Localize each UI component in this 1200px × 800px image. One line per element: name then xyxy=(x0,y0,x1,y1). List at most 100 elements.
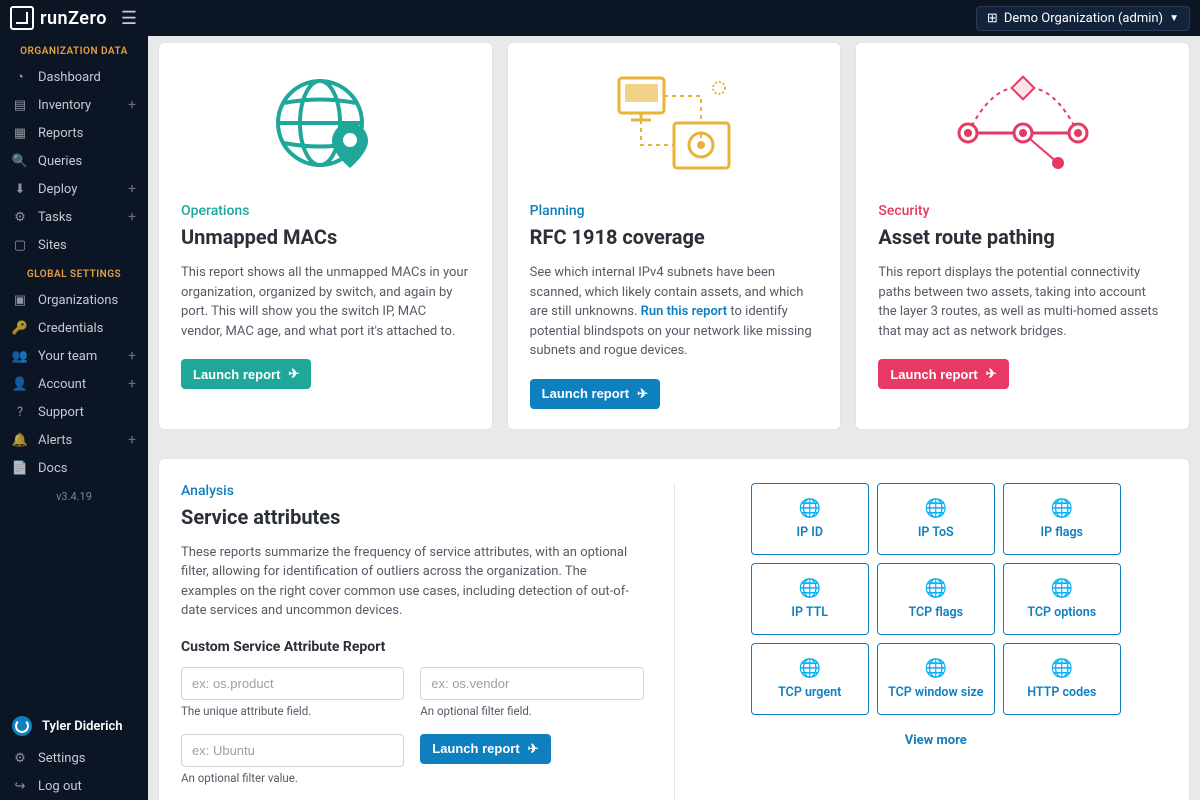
attribute-tile-ip-flags[interactable]: 🌐IP flags xyxy=(1003,483,1121,555)
input-helper: An optional filter value. xyxy=(181,771,404,785)
plus-icon[interactable]: + xyxy=(128,432,136,448)
sidebar-item-settings[interactable]: ⚙ Settings xyxy=(0,744,148,772)
attribute-tile-tcp-window-size[interactable]: 🌐 TCP window size xyxy=(877,643,995,715)
launch-report-button[interactable]: Launch report ✈ xyxy=(420,734,550,764)
sidebar-item-reports[interactable]: ▦ Reports xyxy=(0,119,148,147)
card-title: RFC 1918 coverage xyxy=(530,225,819,249)
sidebar-item-your-team[interactable]: 👥Your team+ xyxy=(0,342,148,370)
globe-icon: 🌐 xyxy=(925,498,947,519)
tile-label: TCP flags xyxy=(908,605,963,620)
sidebar-item-support[interactable]: ? Support xyxy=(0,398,148,426)
sidebar-item-organizations[interactable]: ▣ Organizations xyxy=(0,286,148,314)
nav-icon: ◔ xyxy=(12,69,28,85)
run-report-link[interactable]: Run this report xyxy=(641,304,728,319)
sidebar-item-credentials[interactable]: 🔑Credentials xyxy=(0,314,148,342)
attribute-tile-ip-id[interactable]: 🌐IP ID xyxy=(751,483,869,555)
route-path-icon xyxy=(878,63,1167,183)
globe-icon: 🌐 xyxy=(1051,578,1073,599)
sidebar-item-logout[interactable]: ↪ Log out xyxy=(0,772,148,800)
tile-label: TCP window size xyxy=(888,685,983,700)
launch-report-button[interactable]: Launch report ✈ xyxy=(181,359,311,389)
sidebar-item-label: Support xyxy=(38,405,84,420)
plus-icon[interactable]: + xyxy=(128,181,136,197)
sidebar-item-alerts[interactable]: 🔔Alerts+ xyxy=(0,426,148,454)
plus-icon[interactable]: + xyxy=(128,348,136,364)
sidebar-item-label: Credentials xyxy=(38,321,103,336)
sidebar-item-queries[interactable]: 🔍Queries xyxy=(0,147,148,175)
sidebar-item-docs[interactable]: 📄 Docs xyxy=(0,454,148,482)
button-label: Launch report xyxy=(890,367,977,382)
sidebar-item-account[interactable]: 👤Account+ xyxy=(0,370,148,398)
sidebar-item-inventory[interactable]: ▤Inventory+ xyxy=(0,91,148,119)
attribute-tile-ip-ttl[interactable]: 🌐IP TTL xyxy=(751,563,869,635)
sidebar-item-dashboard[interactable]: ◔ Dashboard xyxy=(0,63,148,91)
view-more-link[interactable]: View more xyxy=(905,733,967,748)
globe-icon: 🌐 xyxy=(1051,498,1073,519)
org-selector[interactable]: ⊞ Demo Organization (admin) ▼ xyxy=(976,6,1190,31)
plus-icon[interactable]: + xyxy=(128,97,136,113)
globe-pin-icon xyxy=(181,63,470,183)
attribute-tile-tcp-options[interactable]: 🌐TCP options xyxy=(1003,563,1121,635)
hamburger-icon[interactable]: ☰ xyxy=(121,8,137,29)
launch-report-button[interactable]: Launch report ✈ xyxy=(530,379,660,409)
attribute-field-input[interactable] xyxy=(181,667,404,700)
attribute-tile-tcp-flags[interactable]: 🌐 TCP flags xyxy=(877,563,995,635)
globe-icon: 🌐 xyxy=(799,658,821,679)
nav-icon: ? xyxy=(12,404,28,420)
sidebar-item-label: Reports xyxy=(38,126,83,141)
sidebar-item-label: Log out xyxy=(38,779,82,794)
input-helper: The unique attribute field. xyxy=(181,704,404,718)
sidebar-item-label: Your team xyxy=(38,349,97,364)
tile-label: TCP urgent xyxy=(778,685,841,700)
nav-icon: ⚙ xyxy=(12,209,28,225)
tile-label: IP TTL xyxy=(791,605,828,620)
card-category: Operations xyxy=(181,203,470,219)
nav-icon: ▢ xyxy=(12,237,28,253)
attribute-tile-ip-tos[interactable]: 🌐 IP ToS xyxy=(877,483,995,555)
sidebar-item-label: Docs xyxy=(38,461,67,476)
sidebar-section-org: ORGANIZATION DATA xyxy=(0,36,148,63)
tile-label: HTTP codes xyxy=(1027,685,1096,700)
user-name: Tyler Diderich xyxy=(42,719,123,734)
custom-report-heading: Custom Service Attribute Report xyxy=(181,639,644,655)
sidebar-item-sites[interactable]: ▢Sites xyxy=(0,231,148,259)
card-description: This report shows all the unmapped MACs … xyxy=(181,263,470,341)
launch-report-button[interactable]: Launch report ✈ xyxy=(878,359,1008,389)
brand-logo[interactable]: runZero xyxy=(10,6,107,30)
plus-icon[interactable]: + xyxy=(128,376,136,392)
analysis-form-section: Analysis Service attributes These report… xyxy=(181,483,644,800)
card-rfc-1918: Planning RFC 1918 coverage See which int… xyxy=(507,42,842,430)
report-cards-row: Operations Unmapped MACs This report sho… xyxy=(158,42,1190,430)
version-label: v3.4.19 xyxy=(0,482,148,511)
sidebar-item-label: Organizations xyxy=(38,293,118,308)
card-description: These reports summarize the frequency of… xyxy=(181,543,644,621)
nav-icon: 📄 xyxy=(12,460,28,476)
power-icon xyxy=(12,716,32,736)
nav-icon: 🔍 xyxy=(12,153,28,169)
globe-icon: 🌐 xyxy=(925,578,947,599)
sidebar-item-label: Inventory xyxy=(38,98,91,113)
sidebar-item-deploy[interactable]: ⬇Deploy+ xyxy=(0,175,148,203)
globe-icon: 🌐 xyxy=(925,658,947,679)
nav-icon: 👤 xyxy=(12,376,28,392)
attribute-tile-http-codes[interactable]: 🌐HTTP codes xyxy=(1003,643,1121,715)
sidebar-item-tasks[interactable]: ⚙Tasks+ xyxy=(0,203,148,231)
filter-value-input[interactable] xyxy=(181,734,404,767)
chevron-down-icon: ▼ xyxy=(1169,13,1179,24)
plane-icon: ✈ xyxy=(986,366,997,382)
plane-icon: ✈ xyxy=(637,386,648,402)
button-label: Launch report xyxy=(193,367,280,382)
filter-field-input[interactable] xyxy=(420,667,643,700)
nav-icon: ▣ xyxy=(12,292,28,308)
sidebar-item-label: Dashboard xyxy=(38,70,101,85)
attribute-tile-tcp-urgent[interactable]: 🌐 TCP urgent xyxy=(751,643,869,715)
user-profile[interactable]: Tyler Diderich xyxy=(0,708,148,744)
tile-label: IP ToS xyxy=(918,525,954,540)
plus-icon[interactable]: + xyxy=(128,209,136,225)
button-label: Launch report xyxy=(432,741,519,756)
input-helper: An optional filter field. xyxy=(420,704,643,718)
network-devices-icon xyxy=(530,63,819,183)
nav-icon: ▦ xyxy=(12,125,28,141)
button-label: Launch report xyxy=(542,386,629,401)
gear-icon: ⚙ xyxy=(12,750,28,766)
